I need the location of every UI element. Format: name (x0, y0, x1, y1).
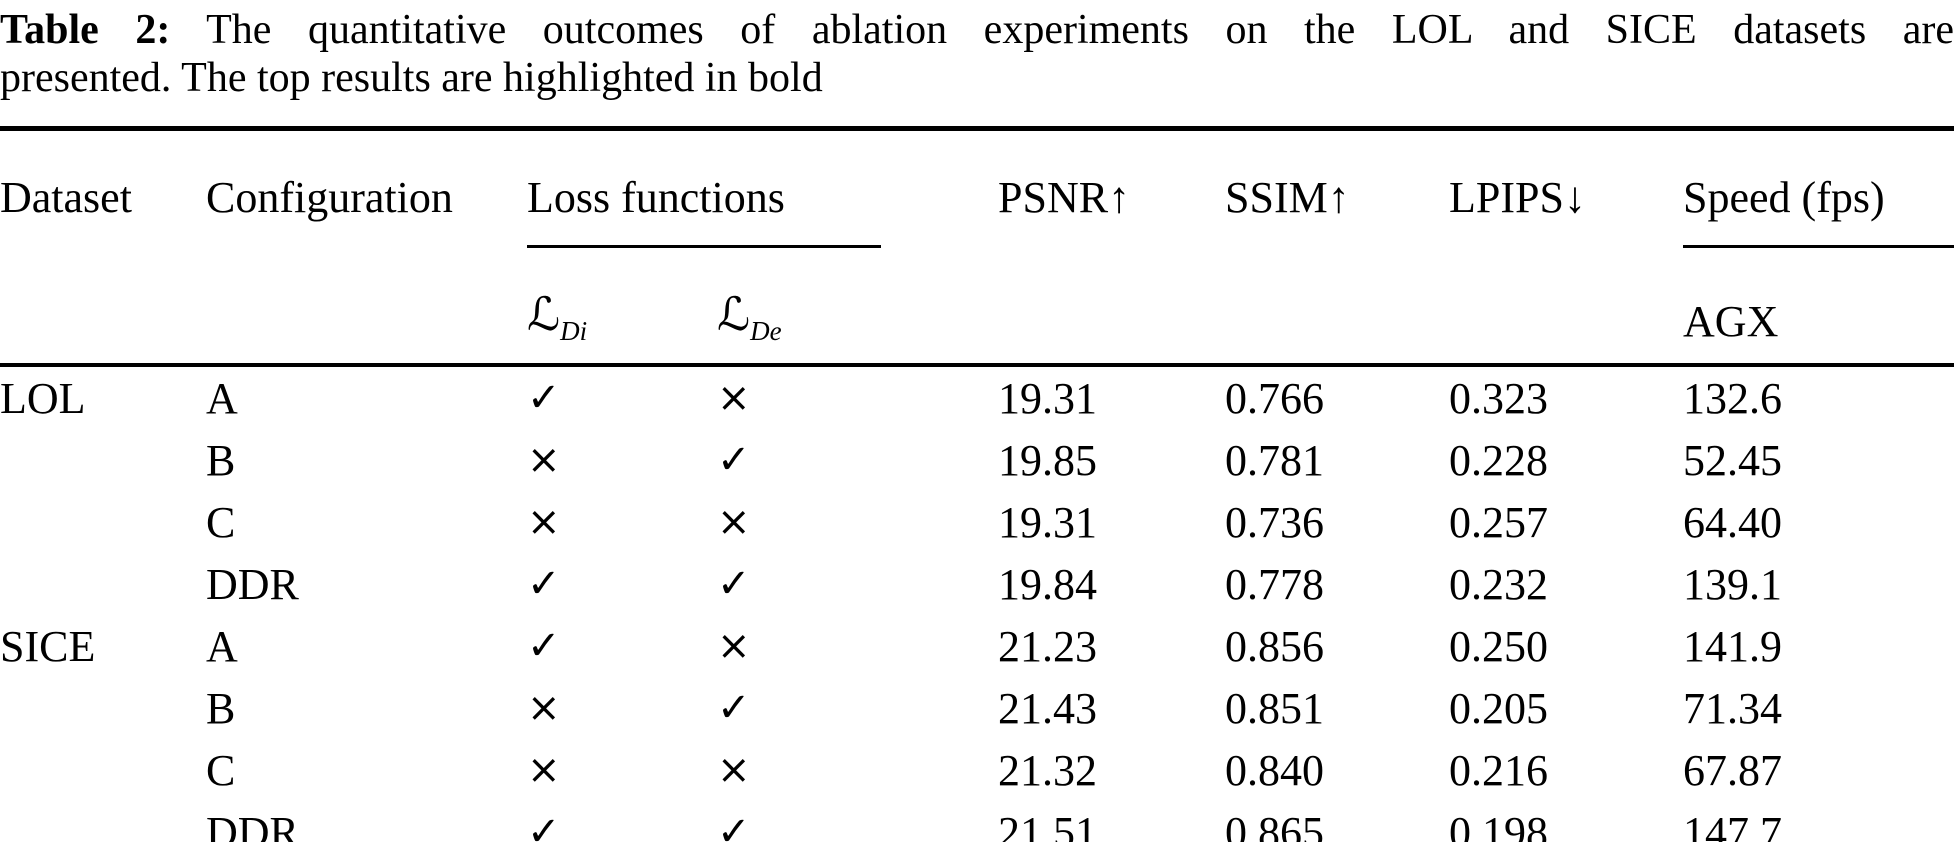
cell-psnr: 19.84 (998, 559, 1098, 609)
script-l-symbol: ℒ (527, 287, 561, 341)
cell-loss-di-mark: × (527, 437, 561, 483)
cell-ssim: 0.781 (1225, 435, 1325, 485)
cell-dataset (0, 429, 206, 491)
partial-rules-row (0, 245, 1954, 248)
col-header-speed: Speed (fps) (1683, 173, 1885, 222)
cell-lpips: 0.323 (1449, 373, 1549, 423)
table-row-sice-b: B × ✓ 21.43 0.851 0.205 71.34 (0, 677, 1954, 739)
cell-lpips: 0.232 (1449, 559, 1549, 609)
cell-loss-di-mark: × (527, 747, 561, 793)
cell-speed: 64.40 (1683, 497, 1783, 547)
cell-loss-de-mark: ✓ (717, 437, 751, 483)
speed-underline (1683, 245, 1954, 248)
loss-di-subscript: Di (560, 316, 588, 346)
cell-loss-de-mark: ✓ (717, 809, 751, 842)
cell-config: DDR (206, 559, 299, 609)
cell-dataset: LOL (0, 373, 86, 423)
cell-loss-de-mark: ✓ (717, 561, 751, 607)
table-row-lol-b: B × ✓ 19.85 0.781 0.228 52.45 (0, 429, 1954, 491)
col-header-ssim: SSIM↑ (1225, 173, 1350, 222)
cell-lpips: 0.216 (1449, 745, 1549, 795)
cell-dataset: SICE (0, 621, 96, 671)
table-row-sice-c: C × × 21.32 0.840 0.216 67.87 (0, 739, 1954, 801)
subheader-loss-di: ℒDi (527, 248, 717, 367)
loss-functions-underline (527, 245, 881, 248)
cell-config: A (206, 373, 238, 423)
table-caption: Table 2: The quantitative outcomes of ab… (0, 6, 1954, 102)
cell-speed: 67.87 (1683, 745, 1783, 795)
cell-config: C (206, 745, 236, 795)
script-l-symbol: ℒ (717, 287, 751, 341)
cell-loss-de-mark: × (717, 747, 751, 793)
loss-de-subscript: De (750, 316, 782, 346)
cell-ssim: 0.840 (1225, 745, 1325, 795)
cell-psnr: 21.32 (998, 745, 1098, 795)
cell-loss-de-mark: × (717, 375, 751, 421)
cell-ssim: 0.856 (1225, 621, 1325, 671)
cell-ssim: 0.736 (1225, 497, 1325, 547)
cell-dataset (0, 491, 206, 553)
cell-ssim: 0.778 (1225, 559, 1325, 609)
cell-lpips: 0.198 (1449, 807, 1549, 842)
cell-loss-de-mark: × (717, 499, 751, 545)
cell-psnr: 19.85 (998, 435, 1098, 485)
subheader-loss-de: ℒDe (717, 248, 999, 367)
cell-speed: 147.7 (1683, 807, 1783, 842)
cell-loss-di-mark: ✓ (527, 561, 561, 607)
cell-loss-di-mark: × (527, 685, 561, 731)
cell-speed: 139.1 (1683, 559, 1783, 609)
caption-text-line2: presented. The top results are highlight… (0, 55, 823, 101)
cell-config: B (206, 435, 236, 485)
cell-psnr: 21.51 (998, 807, 1098, 842)
cell-psnr: 19.31 (998, 497, 1098, 547)
col-header-psnr: PSNR↑ (998, 173, 1131, 222)
cell-ssim: 0.851 (1225, 683, 1325, 733)
cell-lpips: 0.257 (1449, 497, 1549, 547)
cell-speed: 71.34 (1683, 683, 1783, 733)
cell-psnr: 21.23 (998, 621, 1098, 671)
subheader-agx: AGX (1683, 248, 1954, 367)
col-header-loss-functions: Loss functions (527, 173, 785, 222)
table-row-lol-a: LOL A ✓ × 19.31 0.766 0.323 132.6 (0, 365, 1954, 429)
cell-loss-di-mark: ✓ (527, 623, 561, 669)
cell-speed: 52.45 (1683, 435, 1783, 485)
caption-text-line1: The quantitative outcomes of ablation ex… (206, 7, 1954, 53)
cell-ssim: 0.766 (1225, 373, 1325, 423)
cell-lpips: 0.250 (1449, 621, 1549, 671)
ablation-results-table: Dataset Configuration Loss functions PSN… (0, 126, 1954, 842)
col-header-configuration: Configuration (206, 173, 453, 222)
cell-dataset (0, 801, 206, 842)
cell-lpips: 0.228 (1449, 435, 1549, 485)
cell-ssim: 0.865 (1225, 807, 1325, 842)
cell-psnr: 21.43 (998, 683, 1098, 733)
cell-config: DDR (206, 807, 299, 842)
table-row-lol-ddr: DDR ✓ ✓ 19.84 0.778 0.232 139.1 (0, 553, 1954, 615)
col-header-lpips: LPIPS↓ (1449, 173, 1586, 222)
cell-loss-di-mark: × (527, 499, 561, 545)
cell-dataset (0, 553, 206, 615)
table-row-sice-a: SICE A ✓ × 21.23 0.856 0.250 141.9 (0, 615, 1954, 677)
cell-loss-di-mark: ✓ (527, 809, 561, 842)
cell-loss-de-mark: × (717, 623, 751, 669)
subheader-row: ℒDi ℒDe AGX (0, 248, 1954, 367)
header-row: Dataset Configuration Loss functions PSN… (0, 129, 1954, 246)
cell-config: C (206, 497, 236, 547)
caption-line-1: Table 2: The quantitative outcomes of ab… (0, 6, 1954, 54)
cell-config: B (206, 683, 236, 733)
cell-speed: 141.9 (1683, 621, 1783, 671)
cell-dataset (0, 677, 206, 739)
cell-lpips: 0.205 (1449, 683, 1549, 733)
cell-config: A (206, 621, 238, 671)
cell-psnr: 19.31 (998, 373, 1098, 423)
table-row-sice-ddr: DDR ✓ ✓ 21.51 0.865 0.198 147.7 (0, 801, 1954, 842)
cell-loss-de-mark: ✓ (717, 685, 751, 731)
cell-loss-di-mark: ✓ (527, 375, 561, 421)
table-row-lol-c: C × × 19.31 0.736 0.257 64.40 (0, 491, 1954, 553)
cell-dataset (0, 739, 206, 801)
col-header-dataset: Dataset (0, 173, 132, 222)
caption-label: Table 2: (0, 7, 171, 53)
cell-speed: 132.6 (1683, 373, 1783, 423)
